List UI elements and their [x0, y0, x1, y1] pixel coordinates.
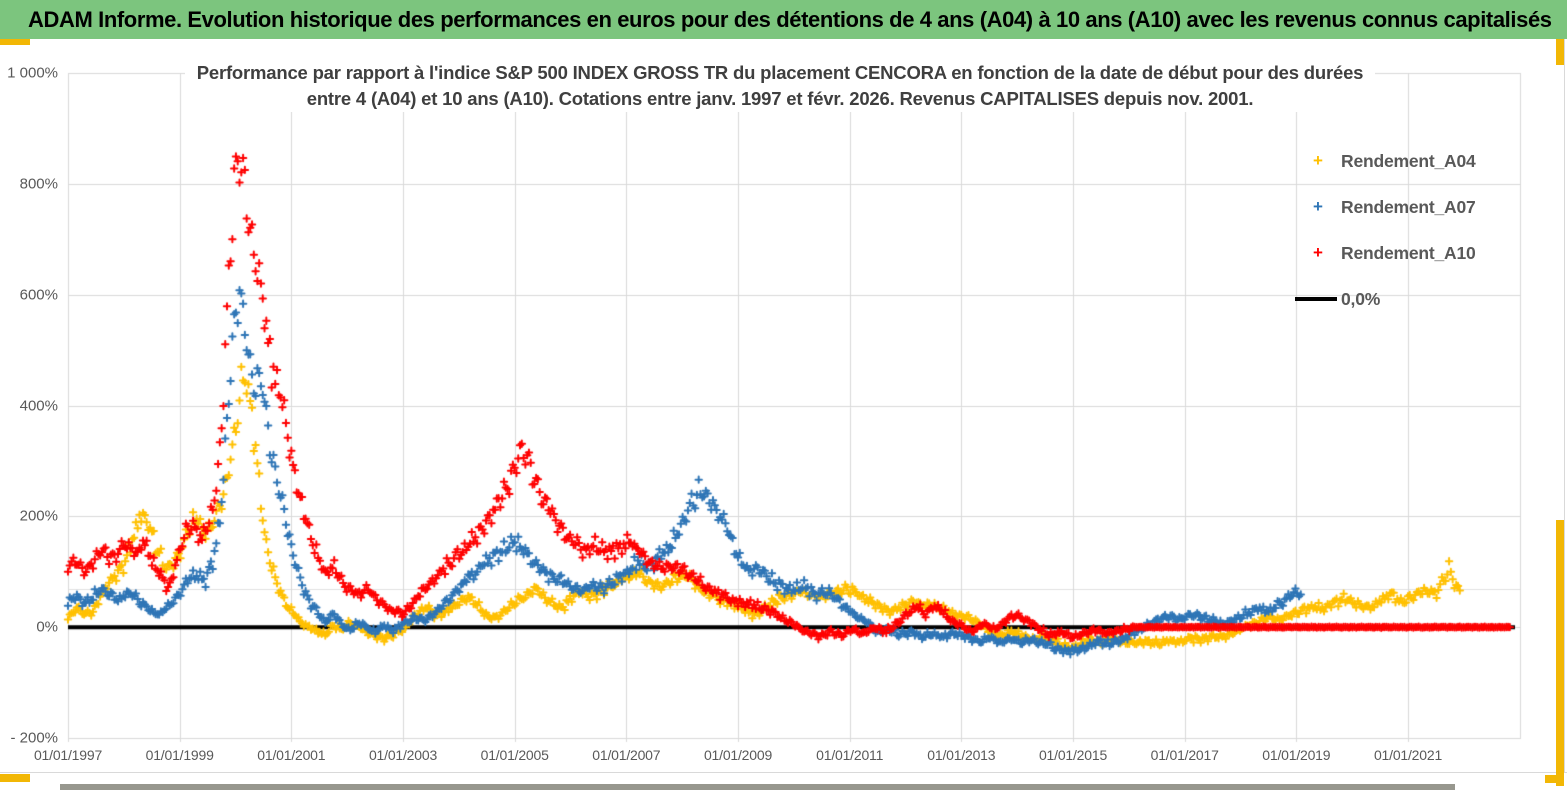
y-tick-label: 200% [19, 507, 58, 525]
legend-marker-icon: + [1313, 197, 1323, 216]
chart-title-line2: entre 4 (A04) et 10 ans (A10). Cotations… [306, 88, 1254, 109]
bottom-row-strip [60, 784, 1455, 790]
y-tick-label: 600% [19, 286, 58, 304]
x-tick-label: 01/01/2003 [368, 747, 438, 763]
y-tick-label: 400% [19, 397, 58, 414]
legend-label: Rendement_A10 [1341, 242, 1476, 263]
x-tick-label: 01/01/2013 [927, 747, 996, 763]
x-tick-label: 01/01/2017 [1150, 747, 1219, 763]
x-tick-label: 01/01/2015 [1038, 747, 1108, 763]
legend-item-rendement-a04[interactable]: + Rendement_A04 [1295, 138, 1476, 184]
frame-line-right [1564, 39, 1565, 772]
legend-label: 0,0% [1341, 288, 1381, 309]
x-tick-label: 01/01/2019 [1262, 747, 1331, 763]
gold-accent-bottom-left [0, 774, 30, 782]
legend-label: Rendement_A04 [1341, 150, 1476, 171]
y-tick-label: 0% [36, 618, 58, 636]
chart-legend: + Rendement_A04 + Rendement_A07 + Rendement_A… [1295, 138, 1476, 322]
legend-label: Rendement_A07 [1341, 196, 1476, 217]
legend-marker-icon: + [1313, 243, 1323, 262]
legend-item-rendement-a10[interactable]: + Rendement_A10 [1295, 230, 1476, 276]
x-tick-label: 01/01/2005 [480, 747, 549, 763]
frame-line-bottom [0, 772, 1567, 773]
gold-accent-right-bar [1556, 520, 1564, 786]
x-tick-label: 01/01/2021 [1373, 747, 1443, 763]
legend-zero-line-swatch [1295, 297, 1337, 301]
x-tick-label: 01/01/1999 [145, 747, 214, 763]
gold-accent-bottom-right [1545, 775, 1564, 783]
x-tick-label: 01/01/2001 [257, 747, 326, 763]
x-tick-label: 01/01/2009 [703, 747, 773, 763]
y-tick-label: 1 000% [7, 64, 58, 82]
legend-item-0-0-[interactable]: 0,0% [1295, 276, 1476, 322]
gold-accent-top-right [1556, 39, 1564, 65]
x-tick-label: 01/01/2011 [816, 747, 884, 763]
legend-item-rendement-a07[interactable]: + Rendement_A07 [1295, 184, 1476, 230]
chart-title-line1: Performance par rapport à l'indice S&P 5… [196, 62, 1364, 83]
x-tick-label: 01/01/2007 [592, 747, 661, 763]
y-tick-label: - 200% [10, 729, 58, 747]
legend-marker-icon: + [1313, 151, 1323, 170]
x-tick-label: 01/01/1997 [33, 747, 103, 763]
y-tick-label: 800% [19, 175, 58, 193]
gold-accent-top-left [0, 39, 30, 45]
chart-title: Performance par rapport à l'indice S&P 5… [185, 60, 1375, 112]
